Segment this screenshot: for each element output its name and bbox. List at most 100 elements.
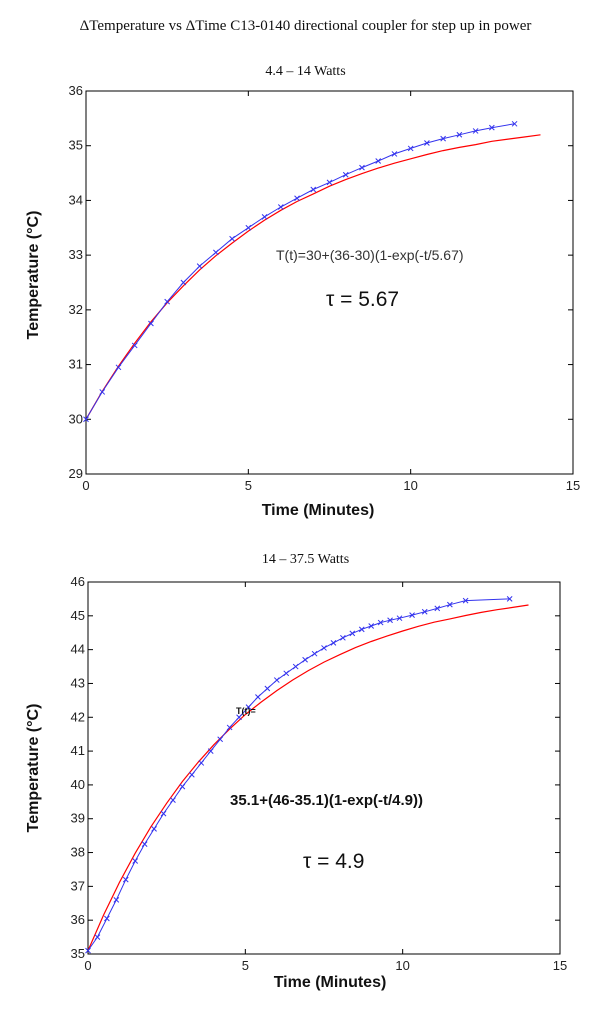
data-point — [506, 596, 513, 602]
x-tick-label: 5 — [242, 958, 249, 973]
y-tick-label: 32 — [69, 302, 83, 317]
data-point — [358, 626, 365, 633]
data-point — [179, 783, 186, 790]
fit-curve — [87, 604, 529, 951]
y-tick-label: 36 — [71, 912, 85, 927]
y-tick-label: 44 — [71, 642, 85, 657]
x-axis-label: Time (Minutes) — [274, 974, 387, 991]
data-point — [85, 947, 91, 954]
data-point — [115, 364, 122, 371]
data-point — [207, 748, 214, 754]
data-point — [340, 634, 346, 641]
data-point — [387, 617, 393, 624]
measured-line — [87, 598, 510, 951]
y-tick-label: 35 — [71, 946, 85, 961]
data-point — [122, 876, 129, 883]
data-point — [164, 298, 171, 305]
data-point — [292, 663, 299, 670]
data-point — [261, 213, 268, 220]
y-tick-label: 39 — [71, 811, 85, 826]
y-tick-label: 45 — [71, 608, 85, 623]
y-tick-label: 31 — [69, 357, 83, 372]
data-point — [236, 714, 242, 721]
chart-1-temperature-vs-time: 29 30 31 32 33 34 35 36 0 5 10 15 Temperature (°C)… — [25, 83, 580, 519]
plot-area — [85, 581, 561, 955]
y-tick-label: 35 — [69, 138, 83, 153]
x-tick-label: 15 — [553, 958, 567, 973]
data-point — [196, 263, 203, 269]
data-point — [255, 694, 261, 700]
measured-line — [85, 123, 515, 420]
data-point — [349, 630, 356, 637]
y-ticks: 35 36 37 38 39 40 41 42 43 44 45 46 — [71, 574, 560, 961]
x-ticks: 0 5 10 15 — [82, 91, 580, 493]
fit-equation-prefix: T(t)= — [236, 706, 256, 716]
data-point — [421, 608, 428, 615]
data-point — [113, 897, 120, 903]
data-point — [310, 186, 317, 193]
y-axis-label: Temperature (°C) — [25, 211, 42, 340]
data-point — [132, 858, 139, 864]
y-tick-label: 42 — [71, 709, 85, 724]
data-point — [488, 124, 495, 131]
data-point — [198, 760, 205, 766]
data-point — [277, 204, 284, 210]
data-point — [424, 140, 430, 146]
data-point — [407, 145, 414, 152]
data-point — [229, 235, 235, 242]
data-point — [99, 389, 106, 395]
plot-area — [83, 90, 574, 475]
x-tick-label: 0 — [82, 478, 89, 493]
data-point — [447, 601, 453, 608]
data-point — [131, 342, 138, 349]
data-point — [151, 826, 157, 832]
data-point — [245, 704, 252, 710]
y-ticks: 29 30 31 32 33 34 35 36 — [69, 83, 573, 481]
tau-value: τ = 4.9 — [303, 850, 364, 873]
x-tick-label: 10 — [403, 478, 417, 493]
data-point — [141, 841, 148, 847]
fit-equation: 35.1+(46-35.1)(1-exp(-t/4.9)) — [230, 792, 423, 809]
data-point — [180, 279, 187, 286]
tau-value: τ = 5.67 — [326, 288, 399, 311]
y-tick-label: 33 — [69, 247, 83, 262]
x-tick-label: 5 — [245, 478, 252, 493]
chart-1-title: 4.4 – 14 Watts — [265, 64, 346, 79]
data-point — [409, 612, 415, 618]
data-point — [440, 135, 446, 142]
data-point — [326, 179, 333, 186]
y-tick-label: 29 — [69, 466, 83, 481]
data-point — [245, 224, 252, 231]
data-point — [294, 195, 300, 202]
data-point — [375, 158, 382, 164]
data-point — [391, 151, 398, 157]
x-axis-label: Time (Minutes) — [262, 502, 375, 519]
data-point — [94, 934, 101, 940]
data-point — [330, 640, 337, 646]
data-point — [311, 650, 318, 657]
data-point — [302, 656, 308, 663]
data-point — [511, 120, 518, 127]
data-point — [456, 131, 463, 138]
data-point — [104, 915, 110, 922]
plot-frame — [85, 90, 574, 475]
page-title: ΔTemperature vs ΔTime C13-0140 direction… — [79, 18, 532, 34]
data-point — [368, 623, 375, 629]
data-point — [160, 810, 167, 817]
data-point — [342, 171, 349, 178]
data-point — [472, 128, 479, 134]
data-point — [273, 677, 280, 683]
y-tick-label: 38 — [71, 845, 85, 860]
data-point — [83, 416, 89, 423]
y-tick-label: 30 — [69, 411, 83, 426]
data-point — [359, 164, 365, 171]
data-point — [226, 724, 233, 731]
data-point — [188, 771, 195, 778]
y-tick-label: 46 — [71, 574, 85, 589]
chart-2-temperature-vs-time: 35 36 37 38 39 40 41 42 43 44 45 46 0 5 10 15 Temperat… — [25, 574, 567, 991]
y-tick-label: 37 — [71, 878, 85, 893]
data-point — [213, 249, 219, 256]
data-point — [148, 320, 154, 327]
x-tick-label: 10 — [395, 958, 409, 973]
plot-frame — [87, 581, 561, 955]
